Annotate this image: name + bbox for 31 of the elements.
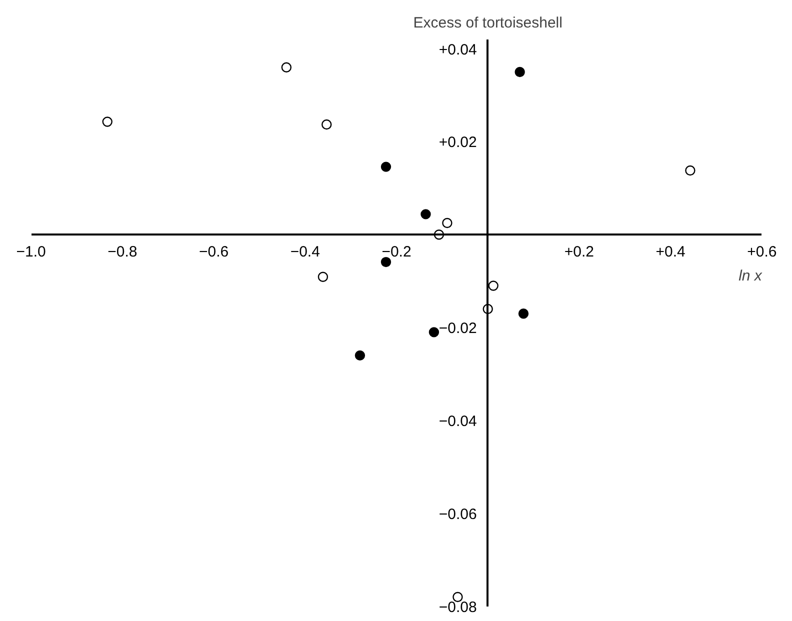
x-axis-title: ln x: [738, 268, 762, 285]
x-tick-label: +0.4: [656, 244, 686, 261]
x-tick-label: +0.2: [564, 244, 594, 261]
point: [428, 327, 440, 338]
point: [685, 165, 696, 176]
point: [514, 66, 525, 78]
point: [318, 272, 328, 282]
point: [354, 350, 366, 361]
point: [281, 62, 292, 72]
x-tick-label: −1.0: [16, 244, 46, 261]
point: [442, 218, 452, 228]
x-tick-label: −0.8: [108, 244, 138, 261]
y-tick-label: −0.04: [438, 412, 477, 430]
y-tick-label: −0.06: [438, 506, 477, 523]
point: [322, 119, 332, 130]
x-tick-label: +0.6: [747, 244, 777, 261]
x-tick-label: −0.4: [290, 244, 320, 261]
y-tick-label: −0.02: [438, 320, 477, 338]
point: [102, 116, 112, 127]
point: [518, 308, 529, 319]
point: [380, 256, 392, 268]
point: [452, 592, 463, 602]
point: [488, 280, 498, 291]
x-tick-label: −0.6: [198, 244, 229, 261]
y-axis-title: Excess of tortoiseshell: [413, 14, 562, 32]
y-tick-label: −0.08: [438, 598, 477, 616]
point: [420, 209, 431, 220]
y-tick-label: +0.02: [438, 134, 477, 152]
x-tick-label: −0.2: [382, 244, 412, 261]
point: [380, 162, 392, 172]
y-tick-label: +0.04: [438, 41, 477, 58]
